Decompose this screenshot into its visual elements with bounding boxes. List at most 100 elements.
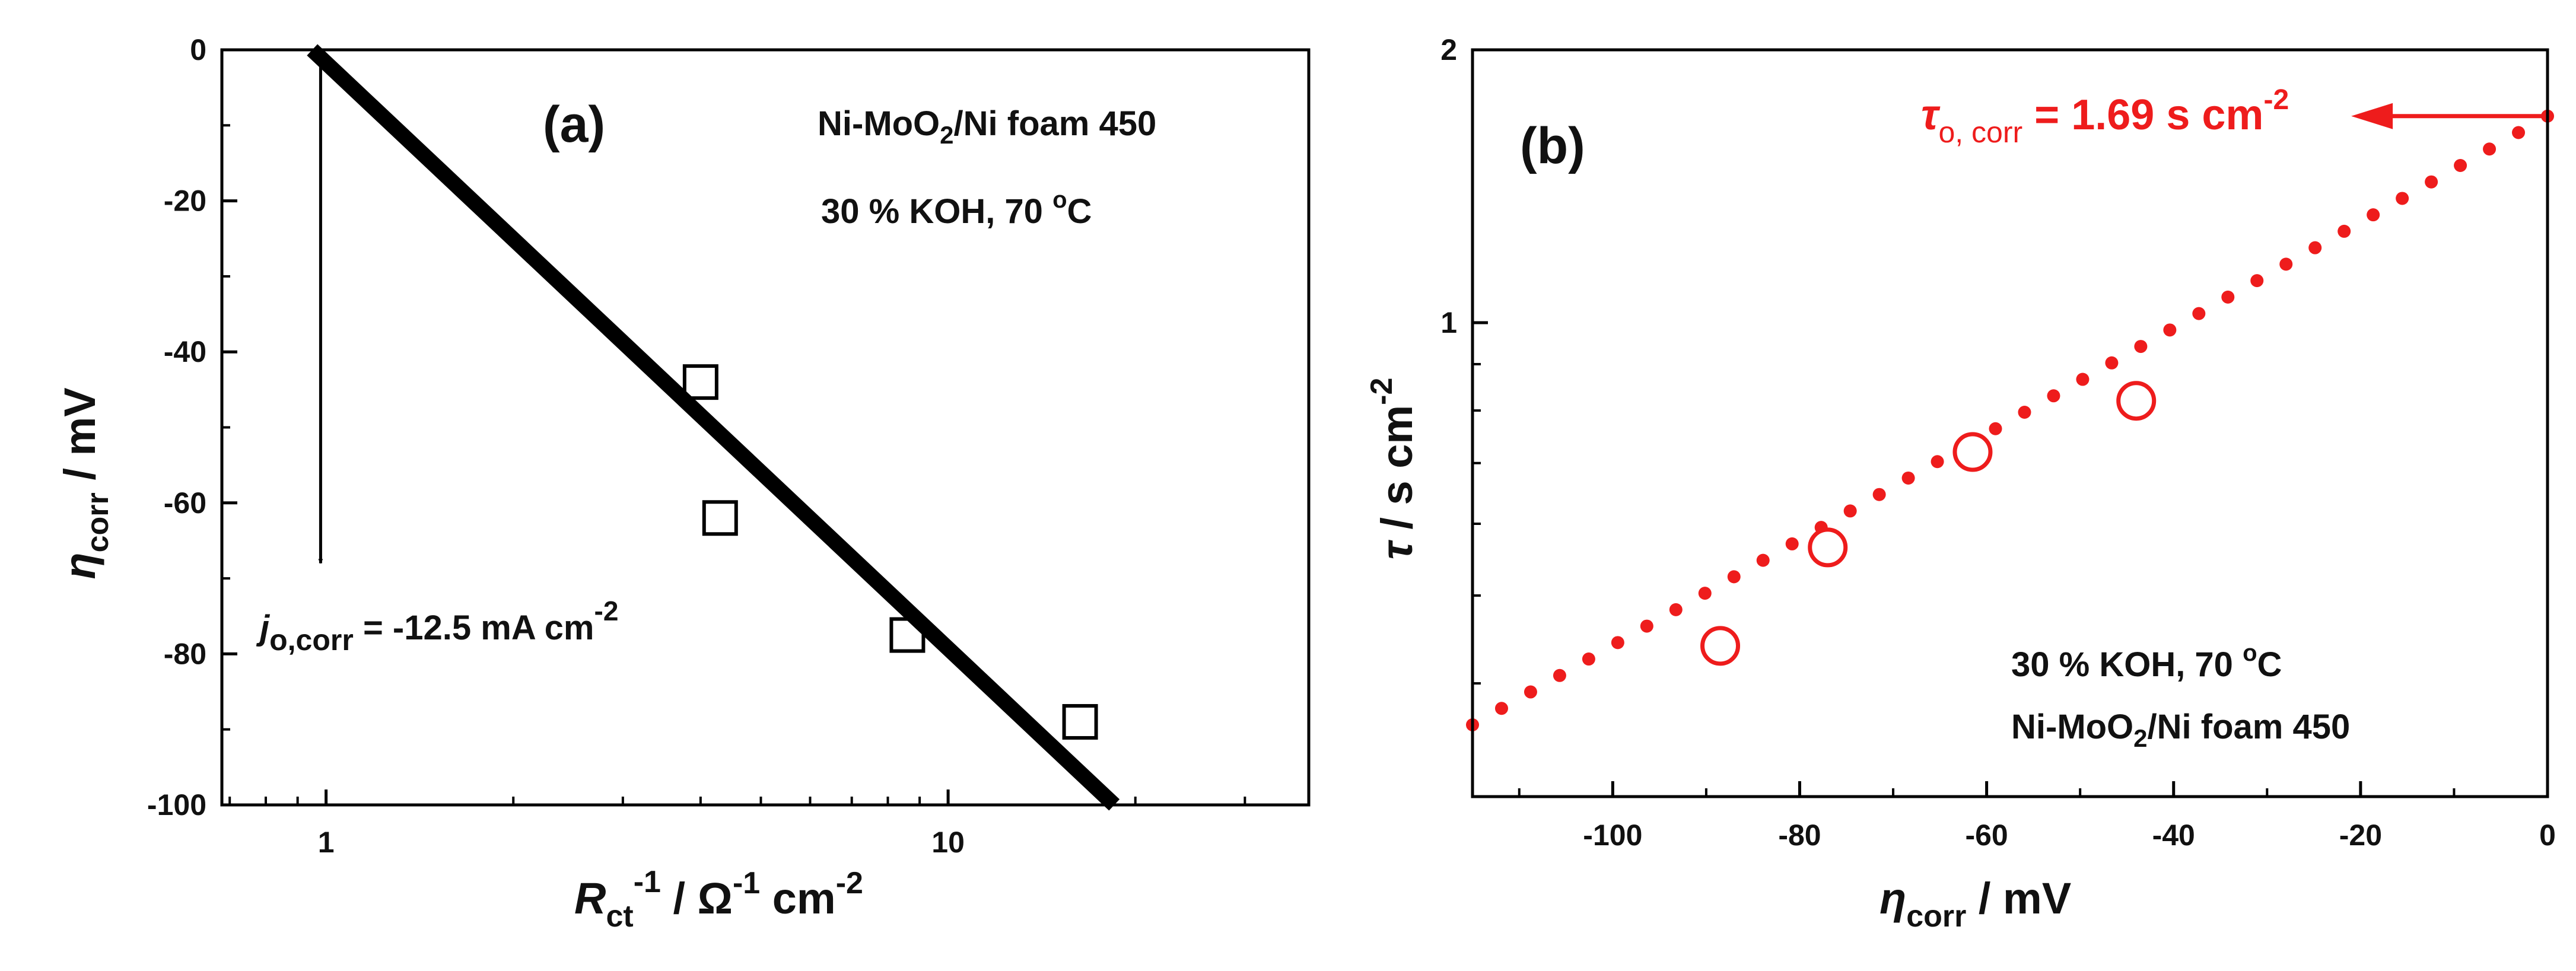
panel-b-electrolyte: 30 % KOH, 70 xyxy=(2011,645,2243,684)
panel-a-y-tick-label: -20 xyxy=(164,184,206,218)
panel-b-fit-dot xyxy=(1989,422,2002,435)
panel-b-y-tick-label: 2 xyxy=(1440,33,1457,66)
panel-b-fit-dot xyxy=(2425,175,2438,189)
panel-b-fit-dot xyxy=(2338,224,2351,238)
panel-a-label: (a) xyxy=(543,96,605,153)
panel-a-ylabel-sub: corr xyxy=(81,492,115,552)
panel-b-fit-dot xyxy=(1872,488,1886,501)
panel-a-y-tick-label: -100 xyxy=(147,788,206,822)
panel-b-fit-dot xyxy=(1727,570,1741,584)
panel-b-fit-dot xyxy=(1524,685,1537,699)
panel-a-x-tick-label: 1 xyxy=(318,826,335,859)
panel-b-x-tick-label: -60 xyxy=(1965,819,2008,852)
tau-main: τ xyxy=(1921,91,1941,139)
panel-b-fit-dot xyxy=(2076,373,2090,386)
panel-a-x-axis-label: Rct-1 / Ω-1 cm-2 xyxy=(574,865,863,934)
panel-b-fit-dot xyxy=(1843,504,1857,518)
panel-a-data-point xyxy=(702,500,738,536)
panel-b-fit-dot xyxy=(1669,603,1683,616)
panel-b-y-axis-label: τ / s cm-2 xyxy=(1365,378,1421,560)
panel-b-x-tick-label: 0 xyxy=(2539,819,2556,852)
panel-b-fit-dot xyxy=(2454,158,2467,172)
panel-a-sample-sub: 2 xyxy=(940,121,953,149)
panel-b-fit-dot xyxy=(1901,471,1915,485)
panel-a-y-tick-label: -60 xyxy=(164,486,206,520)
panel-b-fit-dot xyxy=(2105,356,2119,370)
panel-a-data-point xyxy=(682,364,718,400)
panel-b-fit-dot xyxy=(1785,537,1799,550)
panel-b-x-axis-label: ηcorr / mV xyxy=(1879,874,2071,934)
panel-a-data-point xyxy=(889,617,926,653)
j0-sup: -2 xyxy=(594,596,619,626)
j0-sub: o,corr xyxy=(269,623,354,657)
panel-a-y-tick-label: 0 xyxy=(190,33,206,66)
panel-b-data-point xyxy=(1952,432,1993,472)
panel-a-xlabel-sup: -1 xyxy=(634,865,661,899)
panel-b-label: (b) xyxy=(1520,117,1585,174)
panel-b-fit-dot xyxy=(2279,257,2293,271)
panel-a-xlabel-sub: ct xyxy=(606,899,633,934)
panel-a-ylabel-main: η xyxy=(55,552,104,579)
panel-b-fit-dot xyxy=(2512,126,2526,139)
panel-b-fit-dot xyxy=(2221,290,2235,304)
panel-b-fit-dot xyxy=(1698,587,1712,600)
panel-b-x-tick-label: -20 xyxy=(2339,819,2382,852)
panel-a-degree: o xyxy=(1052,187,1067,213)
panel-b-fit-dot xyxy=(2367,208,2380,222)
panel-a-xlabel-rest: / Ω xyxy=(661,874,733,923)
panel-b-x-tick-label: -100 xyxy=(1583,819,1642,852)
panel-b-unit-c: C xyxy=(2257,645,2282,684)
panel-b-fit-dot xyxy=(2483,142,2497,156)
panel-b-fit-dot xyxy=(2134,340,2148,354)
panel-b-plot: -100 -80 -60 -40 -20 0 1 2 xyxy=(1440,33,2556,852)
panel-a-fit-line xyxy=(307,44,1120,811)
panel-b-data-point xyxy=(1700,626,1741,666)
panel-a-frame xyxy=(220,48,1311,807)
panel-b-ylabel-sup: -2 xyxy=(1365,378,1399,405)
panel-a-electrolyte: 30 % KOH, 70 xyxy=(821,192,1052,231)
panel-a-sample-main: Ni-MoO xyxy=(818,104,940,143)
panel-b-fit-dot xyxy=(1640,619,1653,633)
panel-b-xlabel-rest: / mV xyxy=(1966,874,2071,923)
panel-a: 0 -20 -40 -60 -80 -100 1 10 (a) Ni-MoO2/Ni foam… xyxy=(55,33,1311,934)
panel-b-frame xyxy=(1471,48,2549,798)
panel-b-y-tick-label: 1 xyxy=(1440,306,1457,339)
j0-value: = -12.5 mA cm xyxy=(354,609,594,647)
panel-b-fit-dot xyxy=(1611,636,1624,650)
panel-b-fit-dot xyxy=(2250,274,2264,288)
panel-b-ylabel-main: τ xyxy=(1372,539,1421,559)
panel-a-plot: 0 -20 -40 -60 -80 -100 1 10 xyxy=(147,33,1246,859)
panel-b-electrolyte-annotation: 30 % KOH, 70 oC xyxy=(2011,640,2282,684)
panel-b-arrow-head xyxy=(2351,103,2393,129)
panel-a-ylabel-rest: / mV xyxy=(55,387,104,492)
panel-a-xlabel-main: R xyxy=(574,874,606,923)
panel-b-fit-dot xyxy=(1931,455,1944,469)
panel-b-fit-dot xyxy=(1756,553,1770,567)
panel-b-fit-dot xyxy=(1494,702,1508,715)
panel-b-x-tick-label: -80 xyxy=(1778,819,1821,852)
panel-b-x-tick-label: -40 xyxy=(2152,819,2195,852)
panel-b-sample-rest: /Ni foam 450 xyxy=(2148,708,2351,746)
panel-a-electrolyte-annotation: 30 % KOH, 70 oC xyxy=(821,187,1092,231)
panel-b-sample-sub: 2 xyxy=(2133,724,2147,752)
panel-b-fit-dot xyxy=(2396,192,2409,205)
panel-b-sample-main: Ni-MoO xyxy=(2011,708,2133,746)
panel-b-xlabel-main: η xyxy=(1879,874,1906,923)
panel-b-fit-dot xyxy=(2192,307,2206,320)
panel-b-ylabel-rest: / s cm xyxy=(1372,405,1421,542)
panel-a-y-tick-label: -40 xyxy=(164,335,206,368)
panel-b-degree: o xyxy=(2243,640,2257,666)
panel-b-fit-dot xyxy=(1553,668,1566,682)
panel-a-y-tick-label: -80 xyxy=(164,637,206,670)
tau-annotation: τo, corr = 1.69 s cm-2 xyxy=(1921,84,2289,149)
panel-a-sample-rest: /Ni foam 450 xyxy=(954,104,1157,143)
panel-b-data-point xyxy=(1808,527,1848,568)
panel-b-fit-dot xyxy=(2163,323,2177,337)
panel-a-xlabel-rest2: cm xyxy=(760,874,836,923)
panel-b-xlabel-sub: corr xyxy=(1906,899,1966,934)
panel-b: -100 -80 -60 -40 -20 0 1 2 (b) τo, corr = 1.69 … xyxy=(1365,33,2556,934)
panel-a-x-tick-label: 10 xyxy=(931,826,965,859)
tau-sup: -2 xyxy=(2263,84,2289,116)
tau-value: = 1.69 s cm xyxy=(2022,91,2263,139)
panel-a-data-point xyxy=(1062,703,1098,740)
